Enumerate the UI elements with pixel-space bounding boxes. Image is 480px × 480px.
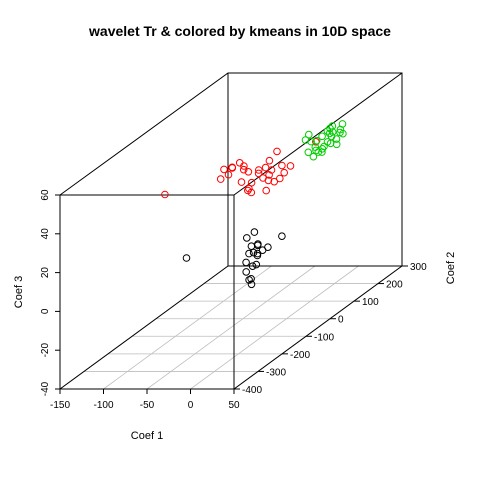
data-point bbox=[216, 175, 225, 183]
data-point bbox=[245, 249, 253, 258]
y-axis-ticks: -400 -300 -200 -100 0 100 200 300 bbox=[234, 262, 427, 396]
data-point bbox=[254, 240, 262, 248]
data-point bbox=[235, 159, 244, 167]
z-tick-label: -40 bbox=[40, 381, 51, 396]
data-point bbox=[247, 188, 256, 197]
x-tick-label: -150 bbox=[50, 400, 70, 411]
x-tick-label: -50 bbox=[140, 400, 155, 411]
data-point bbox=[248, 262, 257, 271]
data-point bbox=[243, 234, 251, 242]
floor-right-edge bbox=[233, 265, 403, 390]
data-point bbox=[328, 122, 337, 130]
data-point bbox=[267, 166, 276, 174]
data-point bbox=[276, 174, 284, 183]
z-tick-label: 0 bbox=[40, 308, 51, 314]
data-point bbox=[254, 166, 263, 174]
data-point bbox=[254, 169, 263, 178]
data-point bbox=[318, 145, 327, 153]
y-tick-label: 0 bbox=[338, 315, 344, 326]
x-axis-label: Coef 1 bbox=[131, 430, 163, 442]
data-point bbox=[278, 161, 286, 170]
data-point bbox=[326, 139, 335, 148]
data-point bbox=[312, 138, 320, 146]
data-point bbox=[265, 156, 274, 165]
data-point bbox=[239, 165, 248, 174]
floor-grid bbox=[59, 265, 403, 390]
data-point bbox=[305, 130, 313, 139]
data-point bbox=[273, 147, 281, 156]
z-axis-ticks: -40 -20 0 20 40 60 bbox=[40, 189, 60, 396]
z-tick-label: 60 bbox=[40, 189, 51, 201]
data-point bbox=[270, 177, 279, 186]
z-axis-label: Coef 3 bbox=[13, 276, 25, 308]
x-tick-label: -100 bbox=[93, 400, 113, 411]
data-point bbox=[247, 242, 256, 250]
data-point bbox=[250, 228, 259, 236]
back-wall-edge bbox=[59, 72, 403, 267]
data-point bbox=[262, 186, 271, 195]
data-point bbox=[247, 275, 255, 283]
grid-line-x bbox=[103, 265, 272, 390]
data-point bbox=[323, 127, 332, 135]
y-tick-label: 100 bbox=[362, 297, 379, 308]
data-point bbox=[309, 152, 318, 161]
y-tick-label: -400 bbox=[242, 385, 262, 396]
data-point bbox=[247, 280, 256, 289]
data-point bbox=[318, 148, 326, 156]
data-point bbox=[242, 268, 250, 276]
data-point bbox=[224, 170, 233, 179]
grid-line-x bbox=[146, 265, 316, 390]
data-point bbox=[264, 243, 272, 251]
data-point bbox=[278, 232, 286, 240]
data-point bbox=[318, 132, 326, 141]
y-tick-label: 300 bbox=[410, 262, 427, 273]
data-point bbox=[312, 136, 321, 145]
data-point bbox=[280, 168, 289, 177]
data-point bbox=[249, 248, 258, 257]
data-point bbox=[328, 128, 337, 136]
data-point bbox=[301, 136, 310, 144]
z-tick-label: 20 bbox=[40, 267, 51, 279]
x-axis-ticks: -150 -100 -50 0 50 bbox=[50, 389, 240, 411]
y-tick-label: -100 bbox=[314, 332, 334, 343]
z-tick-label: 40 bbox=[40, 228, 51, 240]
data-point bbox=[228, 164, 237, 172]
x-tick-label: 0 bbox=[188, 400, 194, 411]
data-point bbox=[161, 190, 169, 199]
z-tick-label: -20 bbox=[40, 343, 51, 358]
data-point bbox=[336, 128, 344, 137]
data-points bbox=[161, 120, 347, 289]
chart-title: wavelet Tr & colored by kmeans in 10D sp… bbox=[88, 23, 391, 39]
plot-box bbox=[59, 72, 403, 390]
data-point bbox=[264, 176, 273, 185]
data-point bbox=[220, 165, 228, 174]
data-point bbox=[332, 135, 341, 143]
data-point bbox=[304, 148, 313, 157]
data-point bbox=[245, 184, 253, 193]
y-tick-label: -300 bbox=[266, 367, 286, 378]
y-tick-label: 200 bbox=[386, 280, 403, 291]
data-point bbox=[307, 137, 315, 146]
back-floor-edge bbox=[59, 265, 229, 390]
data-point bbox=[244, 168, 253, 176]
data-point bbox=[237, 178, 246, 186]
data-point bbox=[338, 120, 347, 128]
y-tick-label: -200 bbox=[290, 350, 310, 361]
y-axis-label: Coef 2 bbox=[445, 252, 457, 284]
data-point bbox=[286, 162, 295, 170]
data-point bbox=[242, 258, 250, 267]
data-point bbox=[182, 254, 191, 262]
data-point bbox=[252, 260, 261, 269]
grid-line-x bbox=[190, 265, 359, 390]
x-tick-label: 50 bbox=[228, 400, 240, 411]
data-point bbox=[265, 171, 273, 179]
